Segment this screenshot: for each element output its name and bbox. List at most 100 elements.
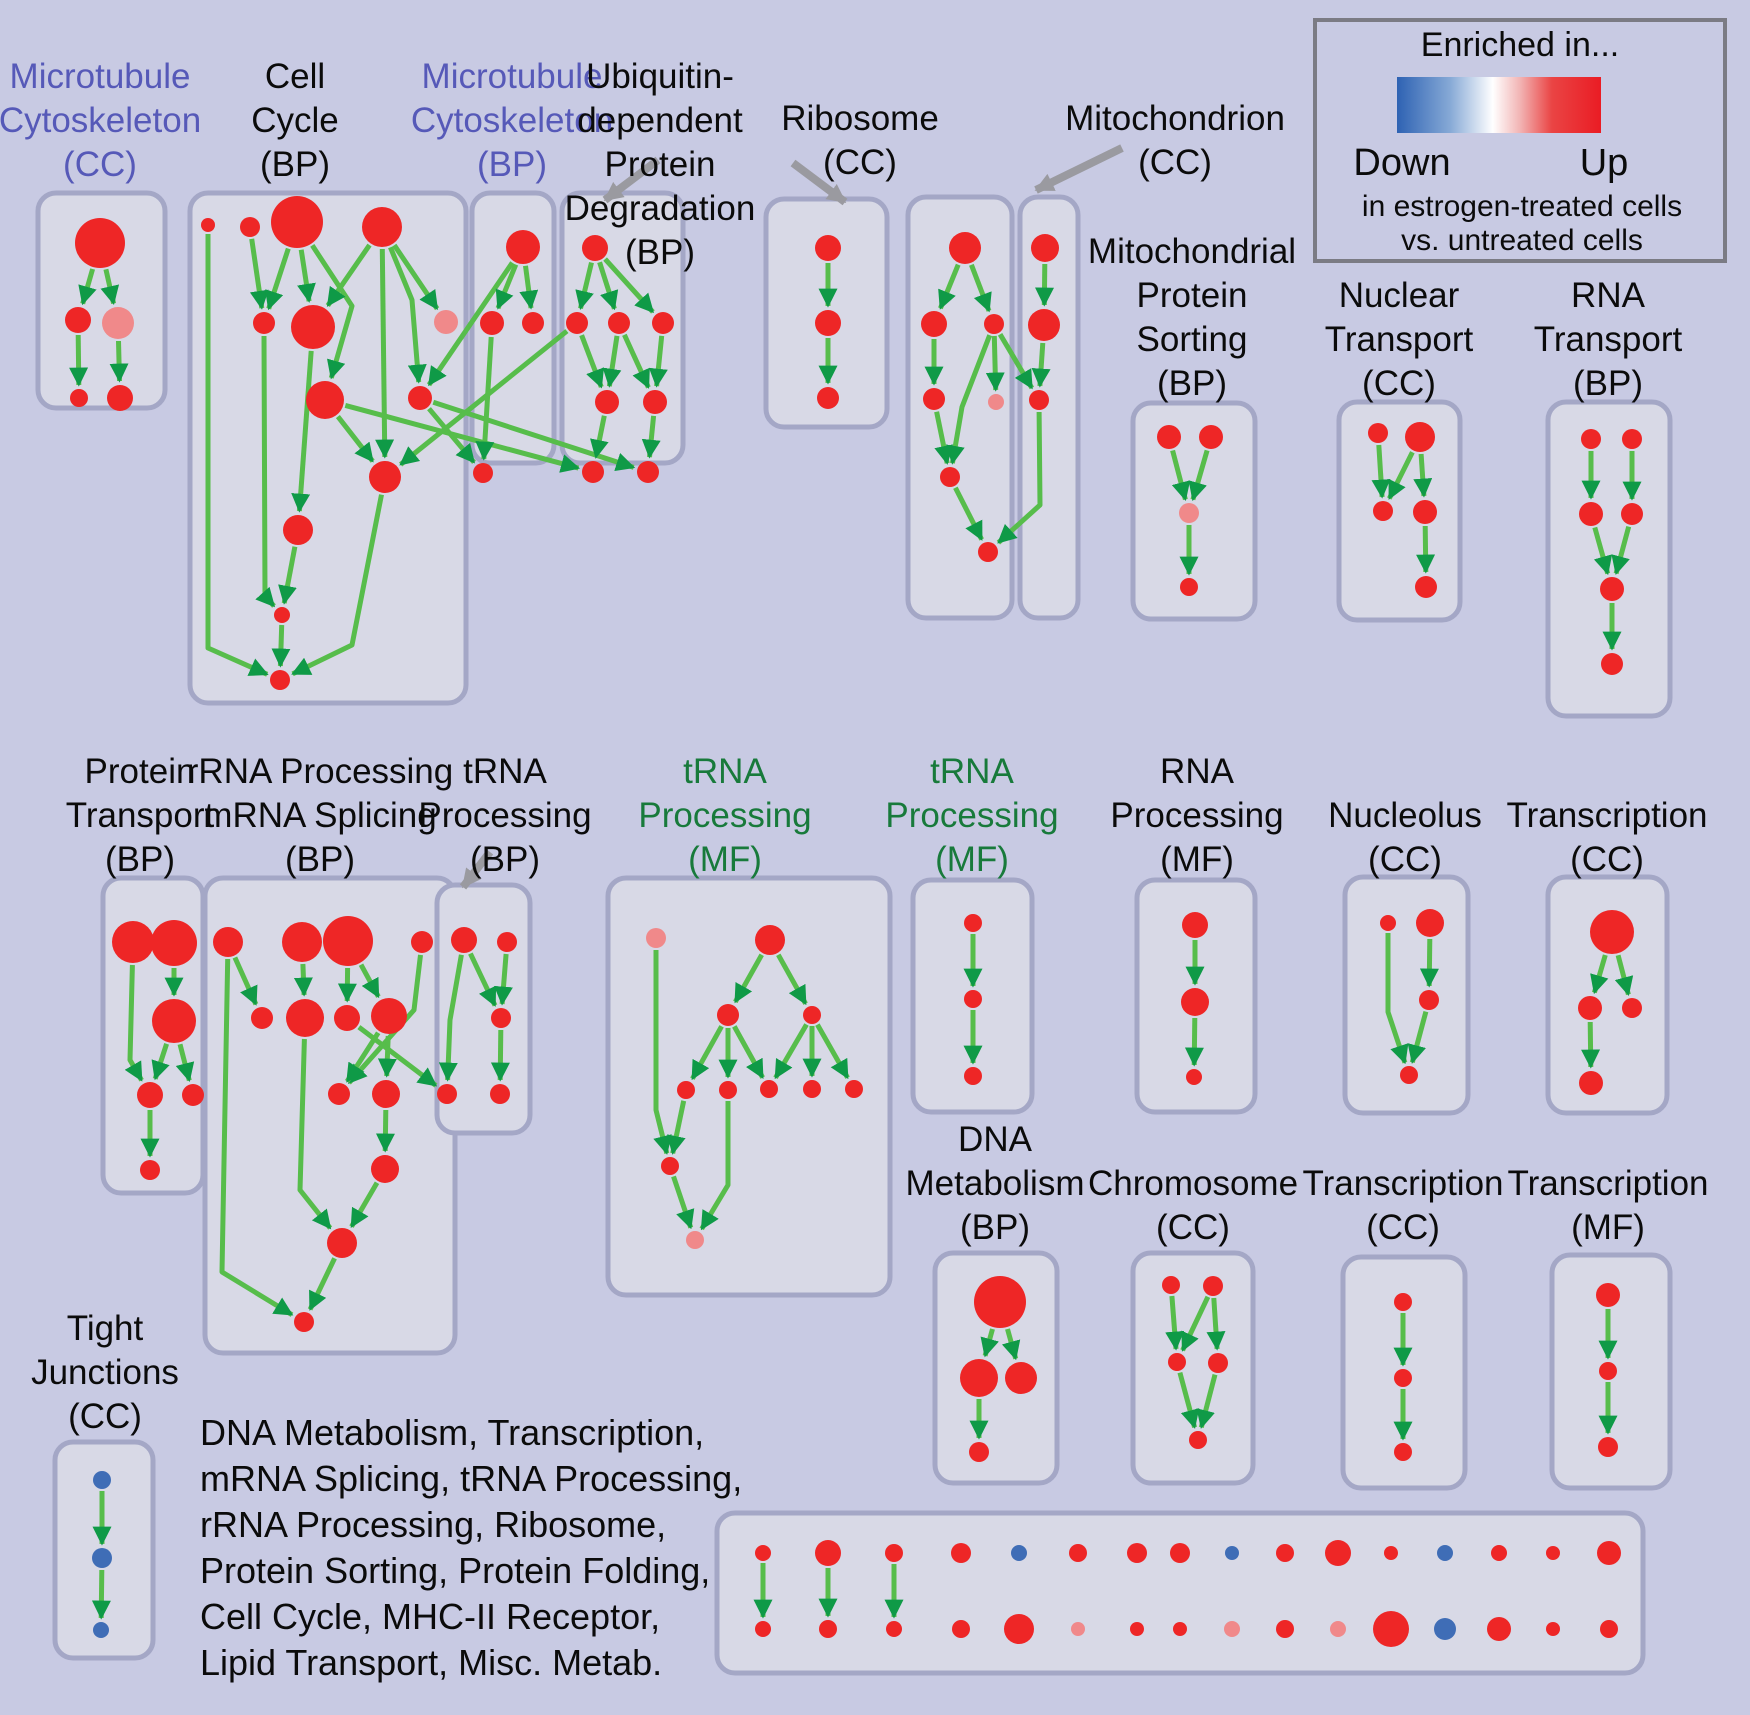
node-cc_b <box>240 217 260 237</box>
node-cc_g <box>306 381 344 419</box>
node-lb14 <box>1487 1617 1511 1641</box>
cluster-label-trna-bp: tRNA Processing (BP) <box>418 752 592 879</box>
node-nu_d <box>1400 1066 1418 1084</box>
edge-ua_2-ua_4 <box>602 335 622 388</box>
edge-rb_mr-rb_b1 <box>945 334 993 465</box>
node-tm_ml <box>717 1004 739 1026</box>
node-t3_3 <box>1394 1443 1412 1461</box>
edge-cc_a-cc_k <box>205 234 269 677</box>
node-rt_f <box>1601 653 1623 675</box>
edge-mi_t-mi_m <box>1035 263 1055 307</box>
node-pt_d <box>137 1082 163 1108</box>
cluster-label-cell-cycle: Cell Cycle (BP) <box>251 57 339 184</box>
cluster-label-ribosome: Ribosome (CC) <box>781 99 939 182</box>
node-mtb_b <box>480 311 504 335</box>
edge-rr_h-rr_l <box>293 963 313 997</box>
node-nu_c <box>1419 990 1439 1010</box>
edge-rr_m-tb_bl <box>357 1025 438 1088</box>
node-tb_br <box>490 1084 510 1104</box>
edge-tb_m-tb_br <box>490 1029 510 1082</box>
node-tb_m <box>491 1008 511 1028</box>
misc-categories-text: DNA Metabolism, Transcription, mRNA Spli… <box>200 1412 743 1683</box>
edge-ch_b-ch_d <box>1206 1297 1226 1351</box>
node-lt15 <box>1546 1546 1560 1560</box>
legend-subtitle-line2: vs. untreated cells <box>1401 224 1643 257</box>
node-rr_j <box>411 931 433 953</box>
node-rr_m <box>334 1005 360 1031</box>
node-lt4 <box>951 1543 971 1563</box>
node-ua_2 <box>608 312 630 334</box>
node-tm_5 <box>845 1080 863 1098</box>
node-tm_mr <box>803 1006 821 1024</box>
node-lt3 <box>885 1544 903 1562</box>
node-lt5 <box>1011 1545 1027 1561</box>
edge-nt_b-nt_c <box>1387 451 1415 500</box>
color-legend: Enriched in... Down Up in estrogen-treat… <box>1313 18 1727 263</box>
node-rr_p <box>372 1080 400 1108</box>
edge-ua_t-ua_2 <box>597 261 619 311</box>
node-cc_k <box>270 670 290 690</box>
node-lt8 <box>1170 1543 1190 1563</box>
node-mi_m <box>1028 309 1060 341</box>
edge-rb_l2-rb_b1 <box>934 411 954 465</box>
node-ch_d <box>1208 1353 1228 1373</box>
node-nt_b <box>1405 422 1435 452</box>
edge-cc_g-ua_6 <box>344 402 581 473</box>
gray-pointer-arrow-1 <box>790 159 848 206</box>
legend-gradient-bar <box>1397 77 1601 133</box>
node-dm_c <box>1005 1362 1037 1394</box>
edge-ua_5-ua_7 <box>641 415 661 459</box>
edge-rr_g-rr_f <box>219 958 294 1317</box>
edge-mtc1-mtc3 <box>100 268 120 306</box>
node-ch_a <box>1162 1276 1180 1294</box>
edge-nt_b-nt_d <box>1413 453 1433 498</box>
node-rr_bb <box>327 1228 357 1258</box>
node-t4_2 <box>1599 1362 1617 1380</box>
node-tm_2 <box>719 1081 737 1099</box>
node-ua_6 <box>582 461 604 483</box>
edge-mtc1-mtc2 <box>78 268 97 306</box>
node-ub3 <box>817 387 839 409</box>
node-lb15 <box>1546 1622 1560 1636</box>
node-cc_h <box>369 461 401 493</box>
node-tm_1 <box>677 1081 695 1099</box>
node-t2_c <box>1622 998 1642 1018</box>
node-rm_2 <box>1181 988 1209 1016</box>
edge-t2_a-t2_c <box>1614 954 1634 997</box>
node-lt11 <box>1325 1540 1351 1566</box>
node-mtc3 <box>102 307 134 339</box>
node-mtc1 <box>75 218 125 268</box>
node-ch_e <box>1189 1431 1207 1449</box>
edge-cc_e-cc_j <box>255 335 276 608</box>
cluster-label-trna-mf2: tRNA Processing (MF) <box>885 752 1059 879</box>
node-ts_2 <box>964 990 982 1008</box>
node-rr_f <box>294 1312 314 1332</box>
node-ch_c <box>1168 1353 1186 1371</box>
node-tm_bp <box>686 1231 704 1249</box>
cluster-box-mt-bp <box>469 190 557 466</box>
node-ms_d <box>1180 578 1198 596</box>
edge-rt_c-rt_e <box>1592 526 1613 576</box>
node-ch_b <box>1203 1276 1223 1296</box>
cluster-label-rrna: rRNA Processing mRNA Splicing (BP) <box>186 752 454 879</box>
node-mtc4 <box>70 389 88 407</box>
node-mtc2 <box>65 307 91 333</box>
cluster-label-mito-sort: Mitochondrial Protein Sorting (BP) <box>1087 232 1297 403</box>
cluster-box-chromosome <box>1130 1250 1256 1486</box>
edge-cc_b-cc_e <box>249 238 269 310</box>
edge-cc_j-cc_k <box>271 624 291 668</box>
node-tj_1 <box>93 1471 111 1489</box>
edge-ua_t-ua_1 <box>575 262 594 310</box>
node-lb1 <box>755 1621 771 1637</box>
node-ts_3 <box>964 1067 982 1085</box>
edge-rr_l-rr_bb <box>297 1038 333 1230</box>
cluster-label-trna-mf: tRNA Processing (MF) <box>638 752 812 879</box>
node-pt_a <box>112 921 154 963</box>
node-lt6 <box>1069 1544 1087 1562</box>
edge-tm_ml-tm_3 <box>732 1025 765 1079</box>
edge-rr_bb-rr_f <box>307 1257 337 1311</box>
node-lb8 <box>1173 1622 1187 1636</box>
node-cc_e <box>253 312 275 334</box>
node-t2_a <box>1590 910 1634 954</box>
cluster-label-rna-trans: RNA Transport (BP) <box>1533 276 1683 403</box>
